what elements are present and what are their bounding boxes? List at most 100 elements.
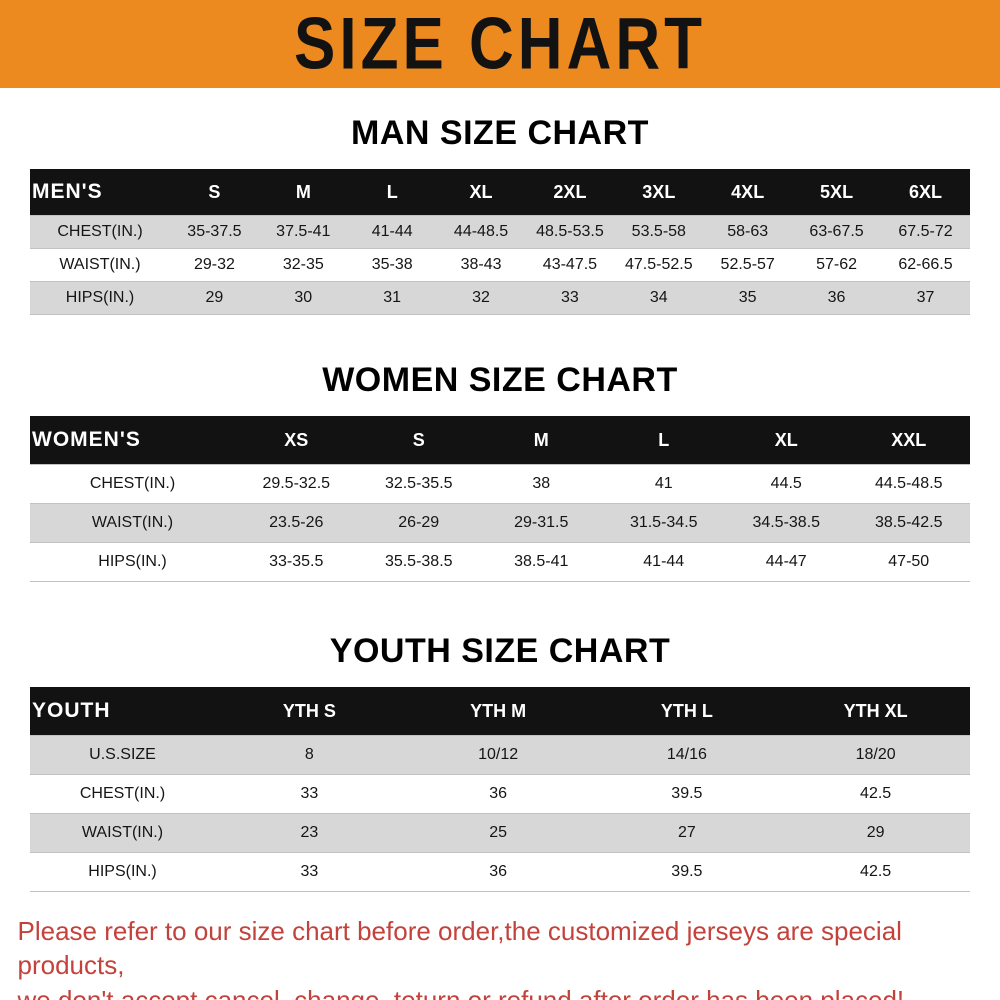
size-value-cell: 53.5-58	[614, 215, 704, 249]
column-header: XXL	[847, 416, 970, 465]
row-label: HIPS(IN.)	[30, 852, 215, 892]
column-header: YTH XL	[781, 687, 970, 736]
row-label: CHEST(IN.)	[30, 215, 170, 249]
size-value-cell: 47.5-52.5	[614, 248, 704, 282]
size-value-cell: 39.5	[592, 774, 782, 814]
row-label: WAIST(IN.)	[30, 503, 235, 543]
column-header: 6XL	[881, 169, 970, 216]
table-corner-label: YOUTH	[30, 687, 215, 736]
size-value-cell: 30	[258, 281, 348, 315]
footer-line-2: we don't accept cancel, change, teturn o…	[17, 984, 905, 1000]
table-corner-label: MEN'S	[30, 169, 170, 216]
size-value-cell: 32.5-35.5	[357, 464, 480, 504]
youth-section-heading: YOUTH SIZE CHART	[329, 632, 671, 670]
size-value-cell: 44.5	[725, 464, 848, 504]
row-label: WAIST(IN.)	[30, 813, 215, 853]
table-row: HIPS(IN.) 33 36 39.5 42.5	[30, 852, 970, 892]
size-value-cell: 41	[602, 464, 725, 504]
size-value-cell: 35-37.5	[170, 215, 259, 249]
page-title: SIZE CHART	[294, 3, 706, 85]
size-value-cell: 42.5	[781, 774, 970, 814]
men-size-table: MEN'S S M L XL 2XL 3XL 4XL 5XL 6XL CHEST(IN.) 35-37…	[30, 169, 970, 315]
size-value-cell: 37	[881, 281, 970, 315]
size-value-cell: 48.5-53.5	[525, 215, 615, 249]
table-header-row: YOUTH YTH S YTH M YTH L YTH XL	[30, 687, 970, 736]
size-value-cell: 33	[215, 774, 404, 814]
column-header: XL	[725, 416, 848, 465]
size-value-cell: 44.5-48.5	[847, 464, 970, 504]
column-header: 4XL	[703, 169, 793, 216]
size-value-cell: 36	[403, 774, 593, 814]
table-row: U.S.SIZE 8 10/12 14/16 18/20	[30, 735, 970, 775]
column-header: L	[347, 169, 437, 216]
table-row: WAIST(IN.) 23.5-26 26-29 29-31.5 31.5-34.5 34…	[30, 503, 970, 543]
size-value-cell: 29-31.5	[480, 503, 603, 543]
size-value-cell: 37.5-41	[258, 215, 348, 249]
column-header: M	[258, 169, 348, 216]
table-row: HIPS(IN.) 29 30 31 32 33 34 35 36 37	[30, 281, 970, 315]
women-section-heading: WOMEN SIZE CHART	[322, 361, 678, 399]
banner: SIZE CHART	[0, 0, 1000, 88]
footer-line-1: Please refer to our size chart before or…	[17, 916, 902, 981]
section-men: MAN SIZE CHART MEN'S S M L XL 2XL 3XL 4XL 5XL 6XL…	[0, 114, 1000, 315]
footer-note: Please refer to our size chart before or…	[18, 914, 983, 1000]
size-value-cell: 26-29	[357, 503, 480, 543]
size-value-cell: 44-48.5	[436, 215, 526, 249]
size-value-cell: 34.5-38.5	[725, 503, 848, 543]
size-value-cell: 32-35	[258, 248, 348, 282]
row-label: HIPS(IN.)	[30, 542, 235, 582]
size-value-cell: 29.5-32.5	[235, 464, 358, 504]
men-section-heading: MAN SIZE CHART	[351, 114, 649, 152]
column-header: YTH S	[215, 687, 404, 736]
size-value-cell: 47-50	[847, 542, 970, 582]
column-header: YTH M	[403, 687, 593, 736]
table-row: CHEST(IN.) 29.5-32.5 32.5-35.5 38 41 44.5 44.5…	[30, 464, 970, 504]
size-value-cell: 23.5-26	[235, 503, 358, 543]
size-value-cell: 10/12	[403, 735, 593, 775]
youth-size-table: YOUTH YTH S YTH M YTH L YTH XL U.S.SIZE 8 10/12…	[30, 687, 970, 892]
size-value-cell: 18/20	[781, 735, 970, 775]
size-value-cell: 29	[781, 813, 970, 853]
size-value-cell: 63-67.5	[792, 215, 881, 249]
size-value-cell: 33	[215, 852, 404, 892]
size-value-cell: 34	[614, 281, 704, 315]
row-label: WAIST(IN.)	[30, 248, 170, 282]
size-value-cell: 29	[170, 281, 259, 315]
size-value-cell: 32	[436, 281, 526, 315]
row-label: HIPS(IN.)	[30, 281, 170, 315]
row-label: CHEST(IN.)	[30, 774, 215, 814]
column-header: 5XL	[792, 169, 881, 216]
size-value-cell: 38-43	[436, 248, 526, 282]
size-value-cell: 41-44	[602, 542, 725, 582]
size-value-cell: 62-66.5	[881, 248, 970, 282]
table-row: CHEST(IN.) 35-37.5 37.5-41 41-44 44-48.5 48.5…	[30, 215, 970, 249]
size-value-cell: 36	[792, 281, 881, 315]
size-value-cell: 42.5	[781, 852, 970, 892]
size-value-cell: 31.5-34.5	[602, 503, 725, 543]
size-value-cell: 38.5-42.5	[847, 503, 970, 543]
section-women: WOMEN SIZE CHART WOMEN'S XS S M L XL XXL CHEST(…	[0, 361, 1000, 582]
table-header-row: MEN'S S M L XL 2XL 3XL 4XL 5XL 6XL	[30, 169, 970, 216]
column-header: M	[480, 416, 603, 465]
column-header: S	[170, 169, 259, 216]
size-value-cell: 36	[403, 852, 593, 892]
size-value-cell: 35-38	[347, 248, 437, 282]
table-corner-label: WOMEN'S	[30, 416, 235, 465]
size-value-cell: 31	[347, 281, 437, 315]
size-value-cell: 23	[215, 813, 404, 853]
column-header: 3XL	[614, 169, 704, 216]
size-value-cell: 57-62	[792, 248, 881, 282]
size-value-cell: 41-44	[347, 215, 437, 249]
row-label: CHEST(IN.)	[30, 464, 235, 504]
size-value-cell: 43-47.5	[525, 248, 615, 282]
row-label: U.S.SIZE	[30, 735, 215, 775]
size-value-cell: 38	[480, 464, 603, 504]
size-value-cell: 25	[403, 813, 593, 853]
table-row: WAIST(IN.) 29-32 32-35 35-38 38-43 43-47.5 47.…	[30, 248, 970, 282]
section-youth: YOUTH SIZE CHART YOUTH YTH S YTH M YTH L YTH…	[0, 632, 1000, 892]
size-value-cell: 58-63	[703, 215, 793, 249]
column-header: L	[602, 416, 725, 465]
size-value-cell: 14/16	[592, 735, 782, 775]
size-value-cell: 27	[592, 813, 782, 853]
